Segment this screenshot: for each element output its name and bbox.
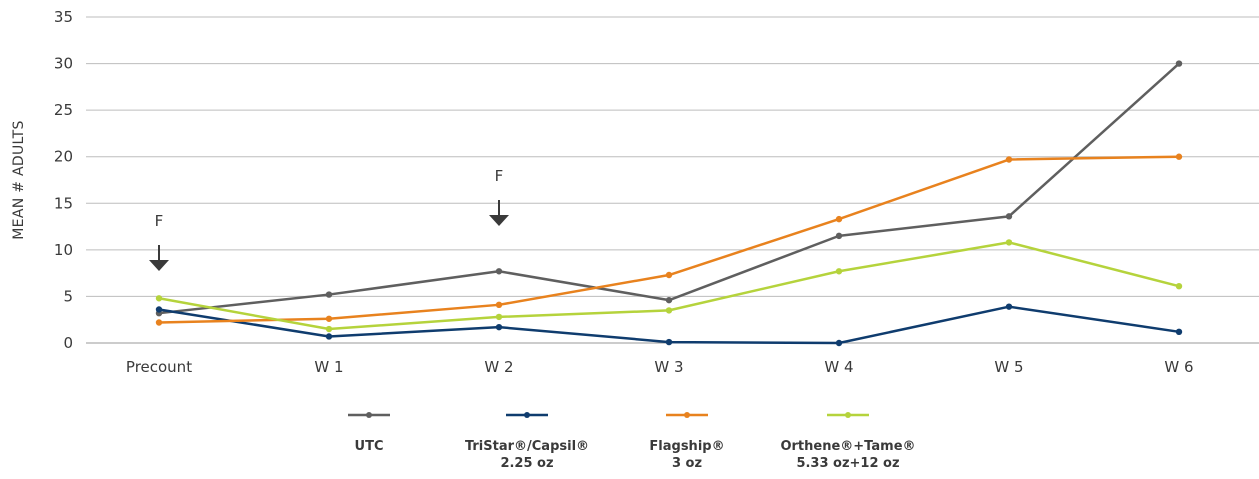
series-utc — [155, 60, 1183, 317]
data-point — [495, 268, 503, 275]
data-point — [1175, 153, 1183, 160]
annotation-label: F — [495, 167, 504, 185]
y-tick-label: 5 — [63, 287, 73, 305]
data-point — [665, 307, 673, 314]
series-tristar-capsil- — [155, 303, 1183, 347]
series-flagship- — [155, 153, 1183, 326]
data-point — [665, 338, 673, 346]
annotation-f-arrow: F — [149, 212, 169, 271]
legend-label: 5.33 oz+12 oz — [796, 456, 899, 471]
data-point — [495, 323, 503, 331]
data-point — [1175, 60, 1183, 67]
x-tick-label: W 1 — [314, 358, 343, 376]
annotation-label: F — [155, 212, 164, 230]
data-point — [1005, 213, 1013, 220]
data-point — [835, 215, 843, 223]
legend-label: TriStar®/Capsil® — [465, 439, 589, 454]
data-point — [325, 333, 333, 340]
y-tick-label: 35 — [54, 8, 73, 26]
legend-swatch-marker — [845, 412, 851, 418]
legend-label: 2.25 oz — [500, 456, 553, 471]
legend-swatch-marker — [684, 412, 690, 418]
legend-item: Flagship® 3 oz — [649, 412, 725, 471]
y-tick-label: 15 — [54, 194, 73, 212]
annotations: FF — [149, 167, 509, 271]
data-point — [665, 271, 673, 279]
legend-item: TriStar®/Capsil® 2.25 oz — [465, 412, 589, 471]
legend-label: UTC — [355, 439, 384, 454]
legend-label: Orthene®+Tame® — [780, 439, 915, 454]
gridlines — [86, 16, 1259, 344]
annotation-f-arrow: F — [489, 167, 509, 226]
data-point — [155, 319, 163, 326]
y-tick-label: 10 — [54, 241, 73, 259]
data-point — [1005, 239, 1013, 246]
data-point — [325, 325, 333, 333]
y-tick-label: 20 — [54, 148, 73, 166]
legend-swatch-marker — [366, 412, 372, 418]
series-orthene-tame- — [155, 239, 1183, 333]
y-axis-label: MEAN # ADULTS — [11, 120, 27, 239]
x-tick-label: W 4 — [824, 358, 853, 376]
data-point — [495, 313, 503, 321]
series-line — [158, 241, 1180, 331]
data-point — [495, 301, 503, 309]
y-tick-label: 30 — [54, 55, 73, 73]
legend-item: Orthene®+Tame® 5.33 oz+12 oz — [780, 412, 916, 471]
y-tick-label: 0 — [63, 334, 73, 352]
data-point — [1005, 156, 1013, 163]
down-arrow-icon — [489, 215, 509, 226]
y-tick-label: 25 — [54, 101, 73, 119]
legend-item: UTC — [348, 412, 390, 454]
x-tick-label: W 6 — [1164, 358, 1193, 376]
series — [155, 60, 1183, 347]
data-point — [835, 339, 843, 347]
data-point — [835, 232, 843, 240]
data-point — [325, 291, 333, 298]
x-tick-label: W 2 — [484, 358, 513, 376]
x-axis-ticks: Precount W 1 W 2 W 3 W 4 W 5 W 6 — [126, 358, 1194, 376]
data-point — [155, 295, 163, 302]
legend-swatch-marker — [524, 412, 530, 418]
y-axis-ticks: 0 5 10 15 20 25 30 35 — [54, 8, 73, 352]
data-point — [325, 315, 333, 322]
data-point — [1175, 328, 1183, 336]
legend: UTC TriStar®/Capsil® 2.25 oz Flagship® 3 oz O… — [348, 412, 916, 471]
legend-label: Flagship® — [649, 439, 724, 454]
x-tick-label: W 5 — [994, 358, 1023, 376]
legend-label: 3 oz — [672, 456, 702, 471]
data-point — [1005, 303, 1013, 310]
data-point — [835, 268, 843, 275]
data-point — [665, 296, 673, 304]
data-point — [155, 306, 163, 313]
x-tick-label: W 3 — [654, 358, 683, 376]
down-arrow-icon — [149, 260, 169, 271]
x-tick-label: Precount — [126, 358, 192, 376]
data-point — [1175, 282, 1183, 290]
